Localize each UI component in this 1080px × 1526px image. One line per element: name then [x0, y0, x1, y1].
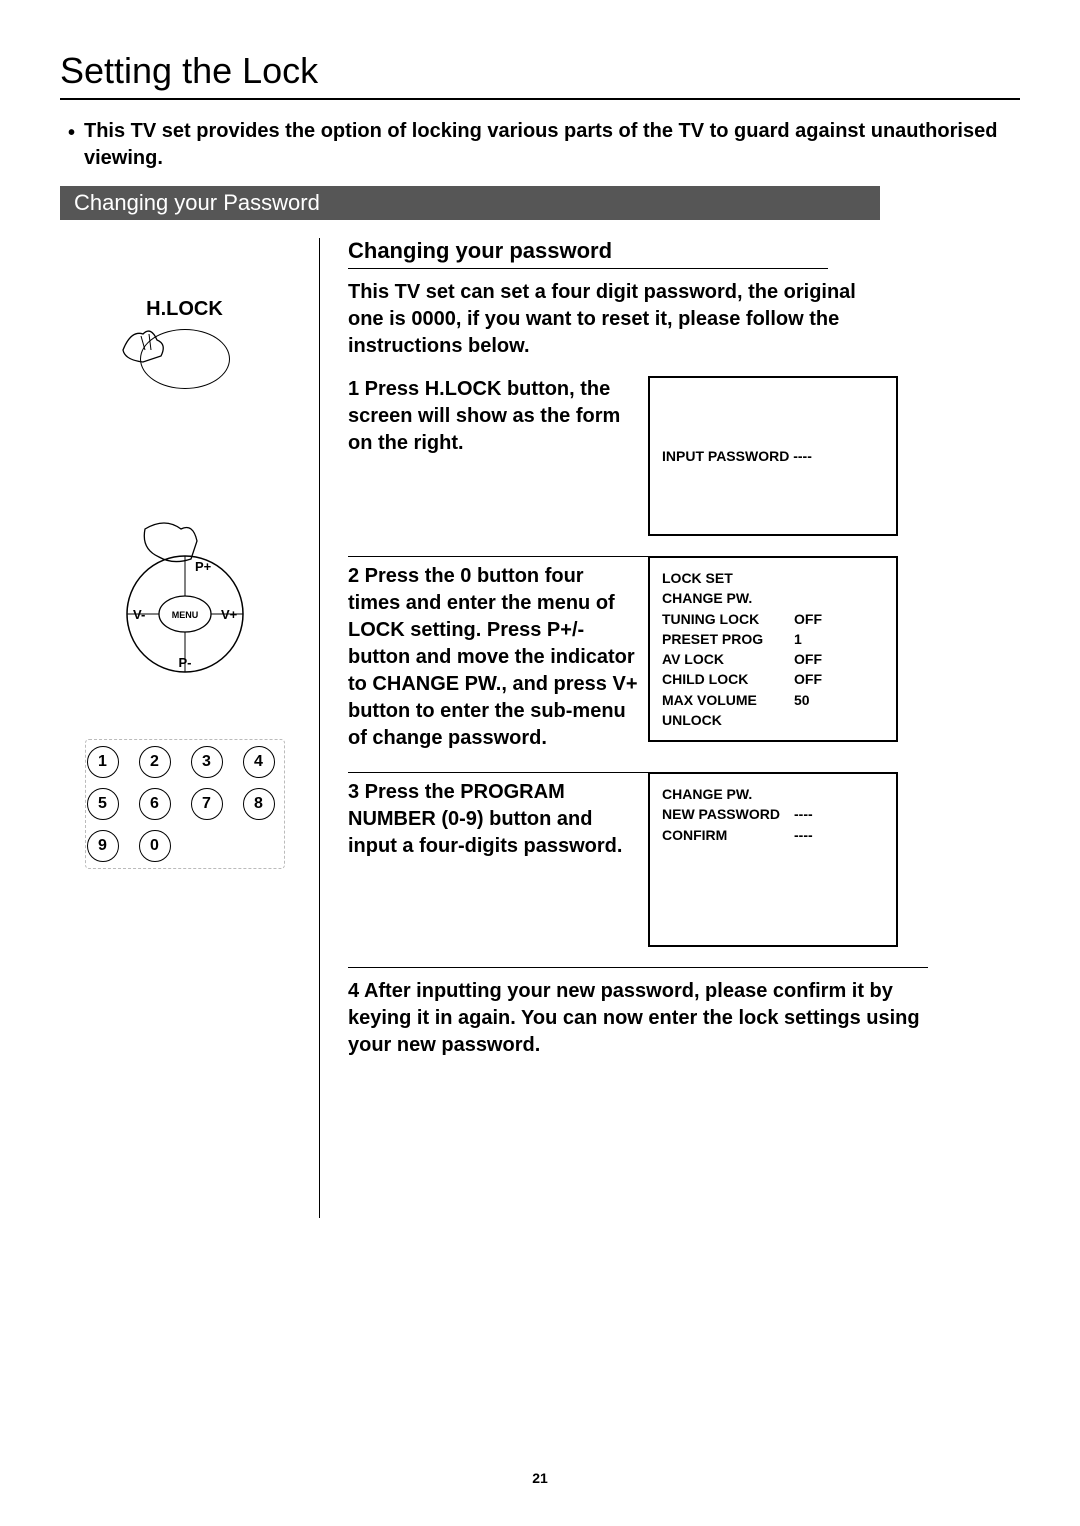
intro-content: This TV set provides the option of locki… [84, 120, 997, 169]
p-plus-label: P+ [195, 559, 212, 574]
left-column: H.LOCK [60, 238, 320, 1218]
change-pw-row-1: NEW PASSWORD---- [662, 804, 884, 824]
bullet-icon: • [68, 120, 75, 147]
step-2-row: 2 Press the 0 button four times and ente… [348, 556, 1020, 752]
screen-change-pw: CHANGE PW. NEW PASSWORD---- CONFIRM---- [648, 772, 898, 947]
sub-heading: Changing your password [348, 238, 828, 269]
input-password-value: ---- [793, 448, 812, 464]
numkey-1: 1 [87, 746, 119, 778]
lock-set-row-4: CHILD LOCKOFF [662, 669, 884, 689]
hlock-button-icon [140, 329, 230, 389]
hlock-illustration: H.LOCK [60, 298, 309, 389]
screen-input-password: INPUT PASSWORD ---- [648, 376, 898, 536]
numkey-6: 6 [139, 788, 171, 820]
step-1-row: 1 Press H.LOCK button, the screen will s… [348, 376, 1020, 536]
numkey-8: 8 [243, 788, 275, 820]
dpad-illustration: MENU P+ P- V- V+ [85, 519, 285, 689]
lock-set-row-2: PRESET PROG1 [662, 629, 884, 649]
lock-set-title: LOCK SET [662, 568, 884, 588]
v-plus-label: V+ [221, 607, 238, 622]
screen-lock-set: LOCK SET CHANGE PW. TUNING LOCKOFF PRESE… [648, 556, 898, 742]
dpad-icon: MENU P+ P- V- V+ [85, 519, 285, 689]
step-3-text: 3 Press the PROGRAM NUMBER (0-9) button … [348, 772, 648, 860]
menu-label: MENU [171, 610, 198, 620]
step-2-text: 2 Press the 0 button four times and ente… [348, 556, 648, 752]
numkey-3: 3 [191, 746, 223, 778]
step-3-row: 3 Press the PROGRAM NUMBER (0-9) button … [348, 772, 1020, 947]
hlock-label: H.LOCK [60, 298, 309, 321]
numpad-illustration: 1 2 3 4 5 6 7 8 9 0 [85, 739, 285, 869]
input-password-label: INPUT PASSWORD [662, 448, 789, 464]
numkey-0: 0 [139, 830, 171, 862]
p-minus-label: P- [178, 655, 191, 670]
right-column: Changing your password This TV set can s… [320, 238, 1020, 1059]
numkey-5: 5 [87, 788, 119, 820]
lock-set-row-5: MAX VOLUME50 [662, 690, 884, 710]
page-title: Setting the Lock [60, 50, 1020, 100]
lock-set-row-6: UNLOCK [662, 710, 884, 730]
step-4-text: 4 After inputting your new password, ple… [348, 967, 928, 1059]
section-bar: Changing your Password [60, 186, 880, 220]
change-pw-row-0: CHANGE PW. [662, 784, 884, 804]
lock-set-row-0: CHANGE PW. [662, 588, 884, 608]
step-1-text: 1 Press H.LOCK button, the screen will s… [348, 376, 648, 457]
numkey-9: 9 [87, 830, 119, 862]
intro-text: • This TV set provides the option of loc… [60, 118, 1020, 172]
lock-set-row-1: TUNING LOCKOFF [662, 609, 884, 629]
page-number: 21 [0, 1470, 1080, 1486]
numkey-2: 2 [139, 746, 171, 778]
change-pw-row-2: CONFIRM---- [662, 825, 884, 845]
v-minus-label: V- [133, 607, 145, 622]
lock-set-row-3: AV LOCKOFF [662, 649, 884, 669]
numkey-7: 7 [191, 788, 223, 820]
description: This TV set can set a four digit passwor… [348, 279, 888, 360]
numkey-4: 4 [243, 746, 275, 778]
hand-icon [113, 320, 173, 370]
